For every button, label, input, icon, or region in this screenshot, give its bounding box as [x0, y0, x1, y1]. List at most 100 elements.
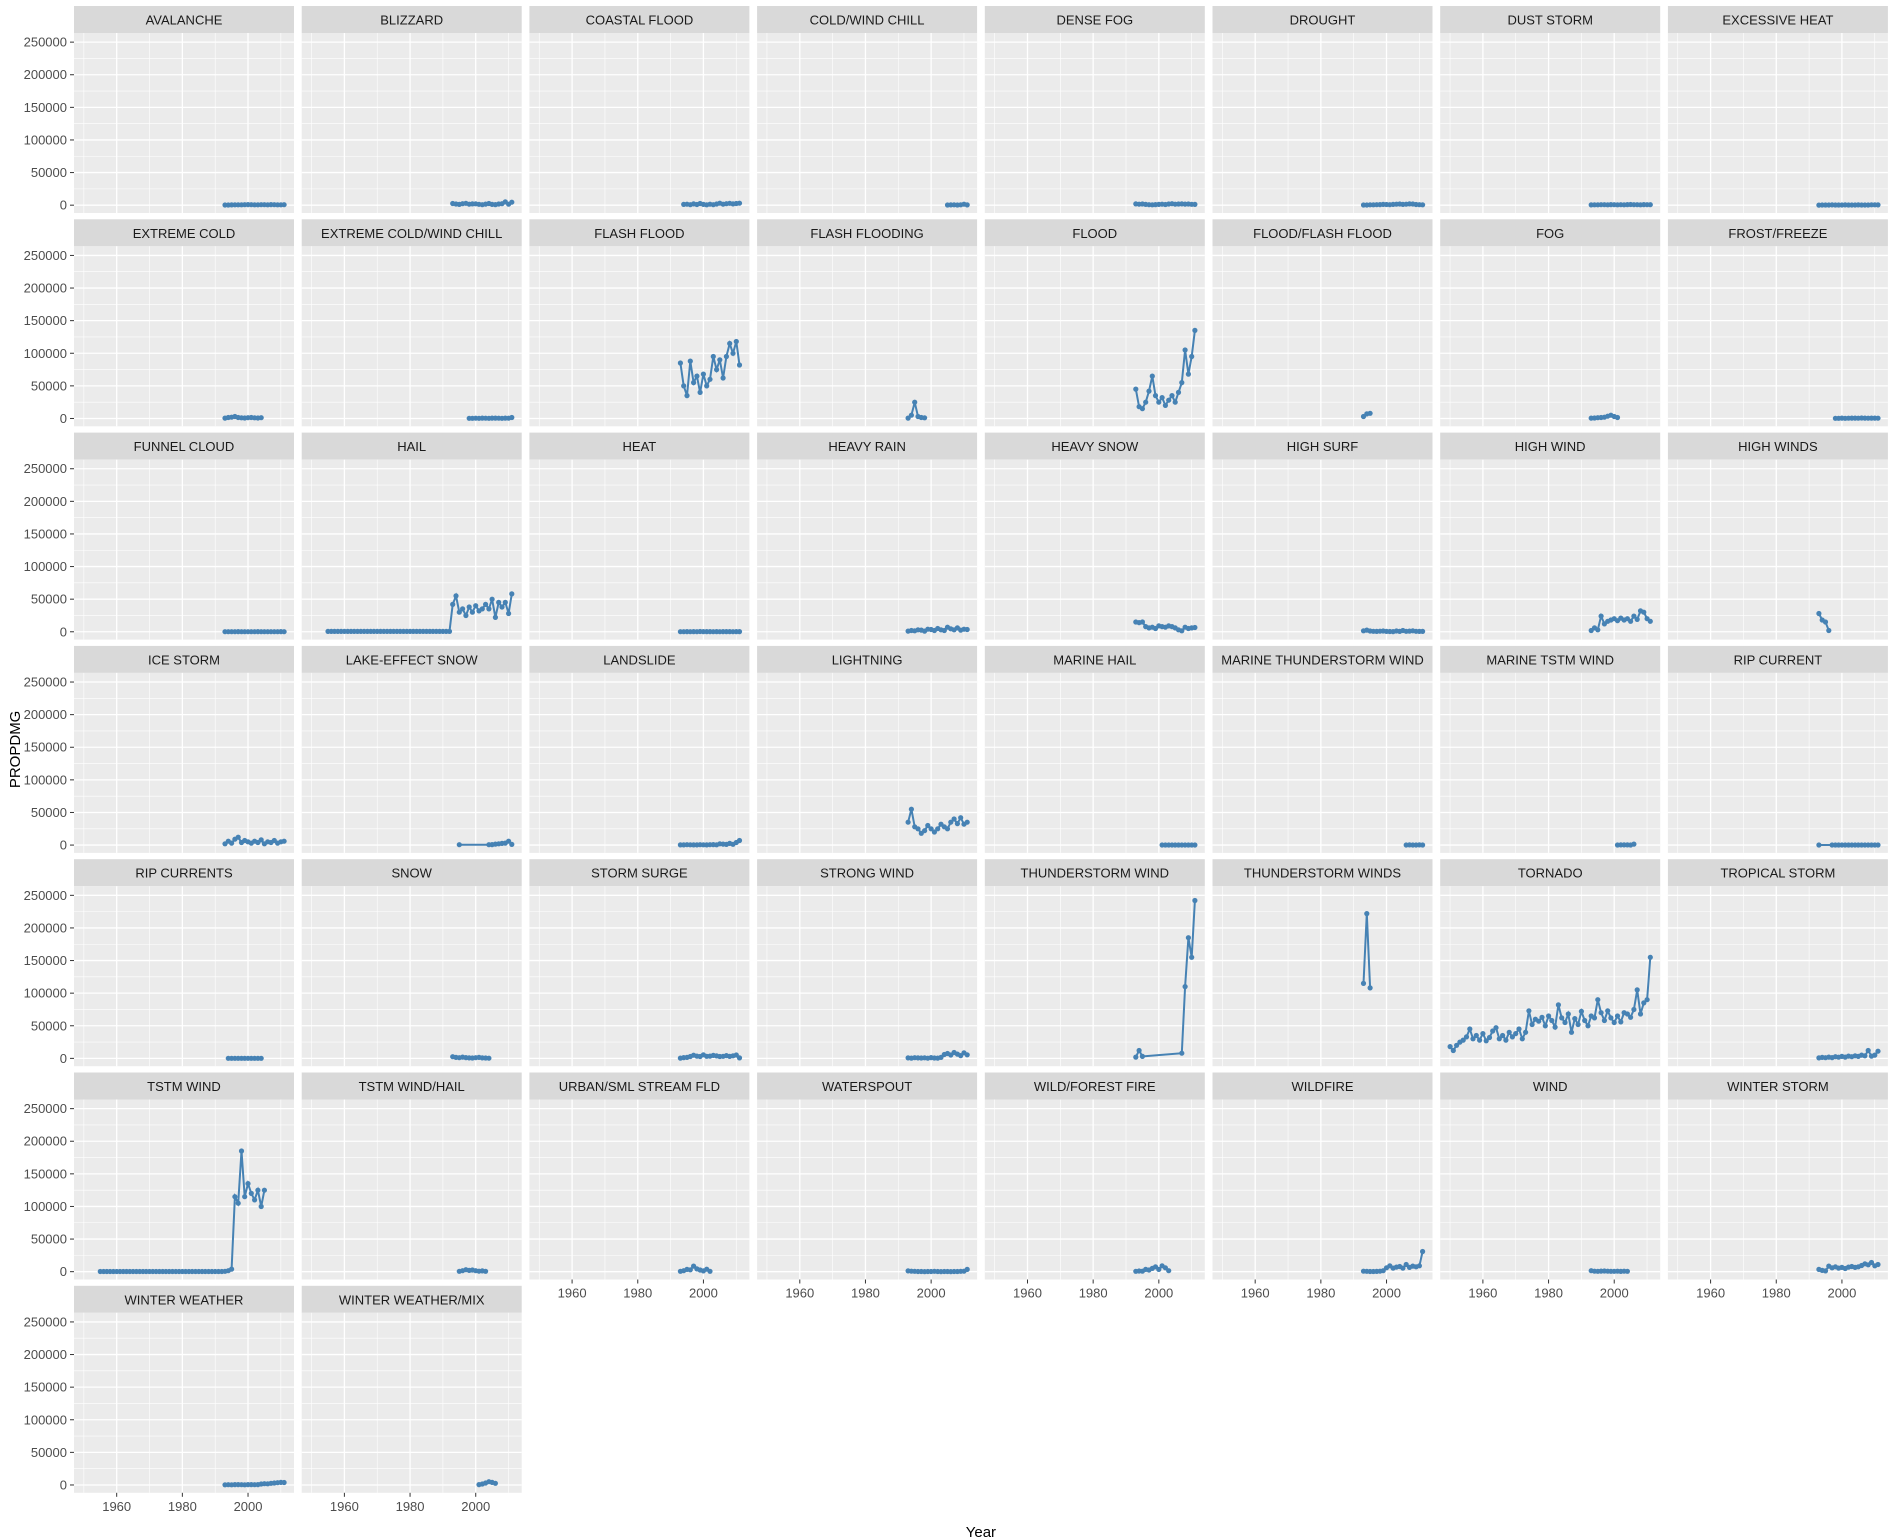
panel-background — [74, 246, 294, 427]
panel-background — [757, 246, 978, 427]
data-point — [736, 200, 743, 206]
panel-background — [1212, 672, 1433, 853]
facet-strip — [529, 1072, 750, 1100]
panel-background — [1212, 33, 1433, 213]
panel-background — [984, 246, 1205, 427]
data-point — [1503, 1037, 1509, 1043]
y-tick-label: 150000 — [24, 953, 67, 968]
data-point — [1549, 1017, 1555, 1024]
data-point — [908, 806, 915, 812]
facet-panel: WILD/FOREST FIRE 1960 1980 2000 — [984, 1072, 1205, 1301]
data-point — [463, 612, 469, 619]
data-point — [1179, 380, 1185, 386]
facet-panel: AVALANCHE 0 50000 100000 150000 200000 250000 — [24, 6, 294, 213]
facet-panel: EXTREME COLD/WIND CHILL — [301, 219, 522, 427]
facet-panel: COASTAL FLOOD — [529, 6, 750, 213]
facet-strip-label: BLIZZARD — [380, 13, 443, 28]
data-point — [1647, 202, 1653, 208]
data-point — [1192, 327, 1198, 333]
panel-background — [1212, 1099, 1433, 1280]
panel-background — [529, 246, 750, 427]
x-axis-title: Year — [966, 1524, 996, 1539]
facet-panel: MARINE THUNDERSTORM WIND — [1212, 645, 1433, 853]
data-point — [1192, 842, 1198, 848]
facet-strip — [984, 6, 1205, 33]
facet-strip-label: FLASH FLOOD — [594, 226, 684, 241]
data-point — [1169, 393, 1175, 399]
data-point — [281, 202, 287, 208]
data-point — [1156, 399, 1162, 405]
facet-strip — [74, 1285, 294, 1313]
facet-strip — [529, 645, 750, 673]
facet-strip — [1440, 859, 1661, 887]
y-tick-label: 150000 — [24, 100, 67, 115]
data-point — [506, 838, 512, 844]
x-tick-label: 1980 — [623, 1286, 652, 1301]
facet-strip — [301, 645, 522, 673]
data-point — [1480, 1031, 1486, 1037]
data-point — [700, 371, 707, 377]
facet-panel: MARINE HAIL — [984, 645, 1205, 853]
data-point — [736, 362, 743, 368]
y-tick-label: 100000 — [24, 559, 67, 574]
panel-background — [301, 1312, 522, 1493]
data-point — [1172, 399, 1178, 405]
data-point — [1641, 609, 1647, 615]
facet-panel: WIND 1960 1980 2000 — [1440, 1072, 1661, 1301]
y-axis-title: PROPDMG — [7, 711, 24, 789]
facet-strip — [757, 1072, 978, 1100]
facet-strip — [1212, 432, 1433, 460]
x-tick-label: 2000 — [1372, 1286, 1401, 1301]
x-tick-label: 2000 — [461, 1499, 490, 1514]
facet-strip — [529, 432, 750, 460]
data-point — [1608, 1015, 1614, 1021]
data-point — [496, 599, 502, 606]
data-point — [486, 606, 492, 612]
y-tick-label: 50000 — [31, 165, 67, 180]
data-point — [1647, 954, 1653, 960]
panel-background — [301, 672, 522, 853]
data-point — [951, 816, 957, 822]
data-point — [1875, 1048, 1881, 1054]
data-point — [935, 826, 941, 832]
data-point — [258, 1203, 264, 1210]
x-tick-label: 1960 — [330, 1499, 359, 1514]
data-point — [704, 383, 710, 389]
data-point — [1595, 997, 1601, 1003]
facet-strip — [301, 1072, 522, 1100]
facet-strip-label: FOG — [1536, 226, 1564, 241]
data-point — [479, 606, 485, 612]
facet-strip-label: TSTM WIND — [147, 1079, 221, 1094]
x-tick-label: 1980 — [1306, 1286, 1335, 1301]
facet-panel: FLASH FLOOD — [529, 219, 750, 427]
data-point — [1826, 627, 1832, 634]
facet-strip — [1212, 1072, 1433, 1100]
facet-strip-label: SNOW — [391, 866, 432, 881]
facet-strip-label: WATERSPOUT — [822, 1079, 912, 1094]
x-tick-label: 1960 — [102, 1499, 131, 1514]
facet-strip — [1440, 6, 1661, 33]
data-point — [1133, 386, 1139, 392]
y-tick-label: 0 — [60, 198, 67, 213]
panel-background — [529, 886, 750, 1067]
facet-panel: WINTER STORM 1960 1980 2000 — [1667, 1072, 1888, 1301]
data-point — [733, 338, 739, 345]
facet-strip-label: LIGHTNING — [832, 652, 903, 667]
panel-background — [1212, 459, 1433, 640]
facet-strip-label: ICE STORM — [148, 652, 220, 667]
facet-strip-label: MARINE HAIL — [1053, 652, 1136, 667]
facet-strip-label: RIP CURRENTS — [135, 866, 233, 881]
data-point — [1420, 1248, 1426, 1255]
facet-panel: ICE STORM 0 50000 100000 150000 200000 250000 — [24, 645, 294, 853]
data-point — [456, 609, 462, 615]
facet-panel: HEAT — [529, 432, 750, 640]
facet-strip — [1667, 432, 1888, 460]
facet-strip-label: EXTREME COLD/WIND CHILL — [321, 226, 502, 241]
facet-panel: TSTM WIND/HAIL — [301, 1072, 522, 1280]
data-point — [1360, 980, 1367, 987]
x-tick-label: 1960 — [1013, 1286, 1042, 1301]
data-point — [928, 826, 934, 832]
data-point — [736, 1055, 743, 1061]
facet-strip-label: EXCESSIVE HEAT — [1722, 13, 1833, 28]
facet-strip — [529, 859, 750, 887]
